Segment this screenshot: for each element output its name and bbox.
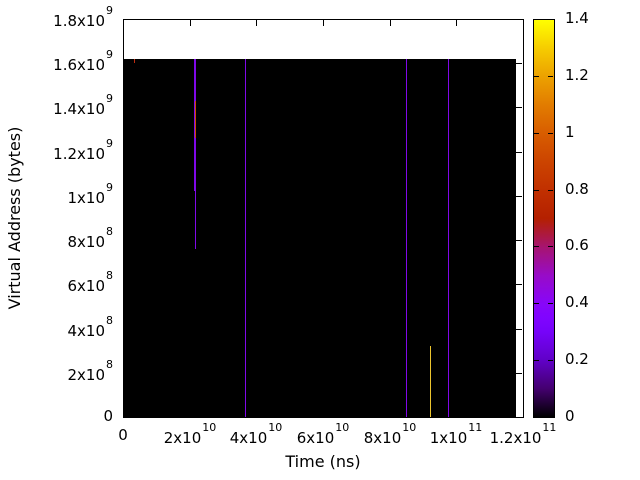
heatmap-spike-core	[195, 101, 196, 138]
axis-tick-mark	[516, 329, 522, 330]
y-axis-tick-label: 8x108	[67, 225, 113, 251]
y-axis-tick-label: 1.8x109	[53, 4, 113, 30]
heatmap-spike	[245, 59, 246, 417]
x-axis-tick-label: 0	[118, 426, 128, 444]
axis-tick-mark	[516, 63, 522, 64]
axis-tick-mark	[323, 20, 324, 26]
x-axis-tick-label: 1.2x1011	[489, 421, 557, 447]
heatmap-spike	[406, 59, 407, 417]
colorbar-tick-mark	[534, 76, 539, 77]
heatmap-spike	[430, 346, 431, 417]
colorbar-tick-mark	[548, 246, 553, 247]
y-axis-tick-label: 0	[103, 407, 113, 425]
axis-tick-mark	[256, 20, 257, 26]
colorbar-tick-mark	[534, 190, 539, 191]
y-axis-tick-label: 1.6x109	[53, 48, 113, 74]
axis-tick-mark	[516, 196, 522, 197]
axis-tick-mark	[516, 152, 522, 153]
axis-tick-mark	[190, 20, 191, 26]
x-axis-tick-label: 6x1010	[296, 421, 350, 447]
y-axis-tick-label: 1.2x109	[53, 137, 113, 163]
colorbar-tick-label: 1	[565, 123, 575, 141]
colorbar-tick-mark	[548, 303, 553, 304]
axis-tick-mark	[516, 373, 522, 374]
colorbar-tick-mark	[534, 303, 539, 304]
axis-tick-mark	[516, 107, 522, 108]
x-axis-title: Time (ns)	[285, 452, 361, 471]
y-axis-tick-label: 2x108	[67, 358, 113, 384]
colorbar-tick-mark	[548, 360, 553, 361]
axis-tick-mark	[516, 284, 522, 285]
colorbar-tick-label: 1.2	[565, 66, 589, 84]
y-axis-tick-label: 4x108	[67, 314, 113, 340]
heatmap-spike	[134, 59, 135, 63]
x-axis-tick-label: 1x1011	[429, 421, 483, 447]
colorbar-gradient	[534, 20, 554, 417]
y-axis-tick-label: 1x109	[67, 181, 113, 207]
x-axis-tick-label: 2x1010	[163, 421, 217, 447]
colorbar-tick-mark	[548, 76, 553, 77]
y-axis-tick-label: 1.4x109	[53, 92, 113, 118]
colorbar-tick-mark	[548, 190, 553, 191]
x-axis-tick-label: 8x1010	[363, 421, 417, 447]
y-axis-tick-label: 6x108	[67, 269, 113, 295]
colorbar-tick-label: 0.8	[565, 180, 589, 198]
axis-tick-mark	[390, 20, 391, 26]
colorbar-tick-mark	[548, 133, 553, 134]
colorbar-tick-mark	[534, 246, 539, 247]
colorbar-tick-mark	[534, 133, 539, 134]
axis-tick-mark	[456, 20, 457, 26]
heatmap-spike	[448, 59, 449, 417]
x-axis-tick-label: 4x1010	[229, 421, 283, 447]
colorbar-tick-label: 0	[565, 407, 575, 425]
axis-tick-mark	[516, 240, 522, 241]
colorbar-tick-label: 1.4	[565, 9, 589, 27]
heatmap-data-region	[124, 59, 516, 417]
colorbar-tick-label: 0.4	[565, 293, 589, 311]
colorbar-tick-mark	[534, 360, 539, 361]
colorbar-tick-label: 0.6	[565, 236, 589, 254]
colorbar	[533, 19, 555, 418]
heatmap-spike	[195, 191, 196, 249]
colorbar-tick-label: 0.2	[565, 350, 589, 368]
